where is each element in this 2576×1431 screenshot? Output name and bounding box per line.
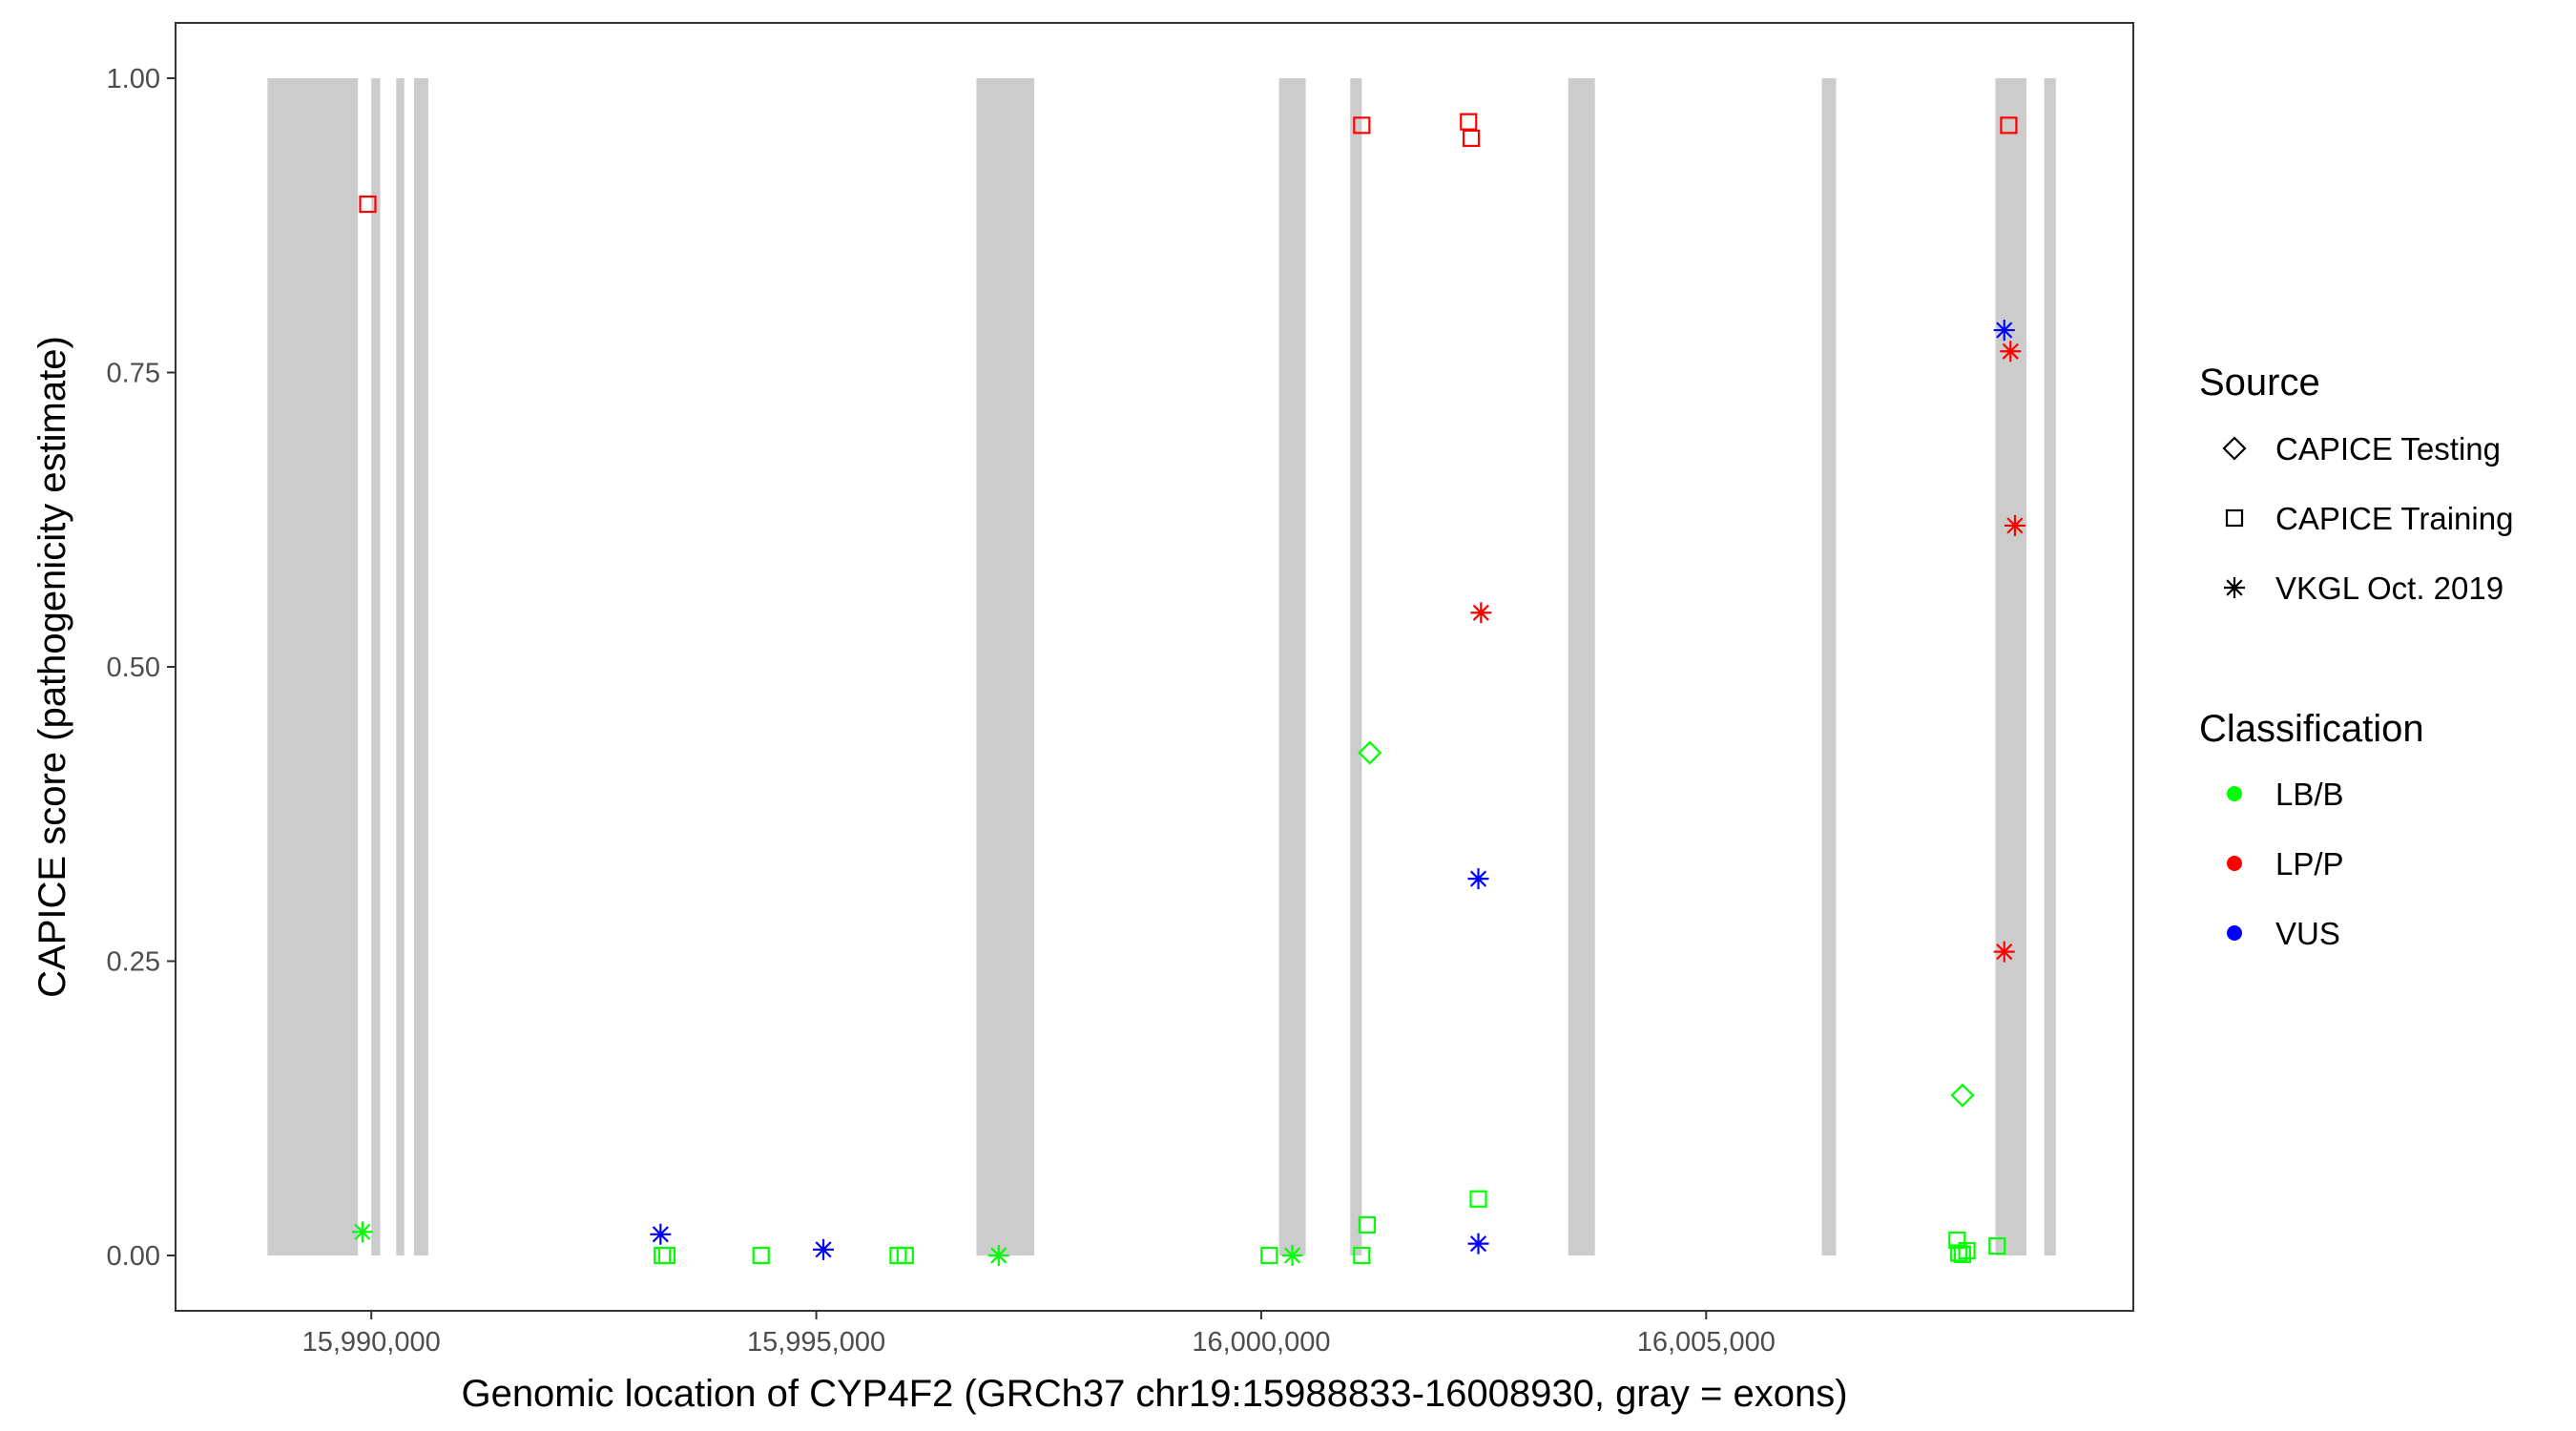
- data-point: [987, 1245, 1009, 1266]
- data-point: [752, 1246, 770, 1265]
- y-tick-label: 1.00: [107, 64, 160, 94]
- legend-group: Source CAPICE Testing CAPICE Training VKGL …: [2199, 362, 2513, 606]
- data-point: [351, 1221, 373, 1243]
- data-point: [1469, 1190, 1487, 1208]
- data-point: [2000, 341, 2022, 363]
- x-tick-label: 16,005,000: [1637, 1327, 1776, 1358]
- y-tick-label: 0.75: [107, 358, 160, 388]
- legend-label: VKGL Oct. 2019: [2275, 570, 2503, 606]
- exon-band: [1568, 77, 1595, 1256]
- legend-title: Source: [2199, 362, 2320, 404]
- data-point: [1260, 1246, 1278, 1265]
- data-point: [1462, 129, 1481, 148]
- x-tick-label: 15,995,000: [747, 1327, 885, 1358]
- data-point: [2004, 514, 2025, 536]
- data-point: [813, 1238, 835, 1260]
- data-point: [896, 1246, 914, 1265]
- legend-item: CAPICE Testing: [2222, 431, 2501, 467]
- data-point: [1467, 868, 1489, 890]
- legend-label: VUS: [2275, 916, 2340, 951]
- exon-band: [976, 77, 1035, 1256]
- x-tick-label: 15,990,000: [302, 1327, 441, 1358]
- x-axis-title: Genomic location of CYP4F2 (GRCh37 chr19…: [461, 1373, 1847, 1415]
- legend-group: Classification LB/B LP/P VUS: [2199, 708, 2424, 951]
- legend-label: CAPICE Testing: [2275, 431, 2501, 467]
- exon-band: [413, 77, 428, 1256]
- y-tick-label: 0.50: [107, 653, 160, 683]
- legend-item: LP/P: [2227, 846, 2344, 881]
- legend-label: CAPICE Training: [2275, 501, 2513, 536]
- legend-key: [2227, 786, 2242, 801]
- data-point: [2000, 116, 2018, 135]
- exon-band: [1350, 77, 1362, 1256]
- data-point: [1467, 1233, 1489, 1255]
- legend-key: [2225, 508, 2244, 528]
- data-point: [650, 1223, 672, 1245]
- y-tick-label: 0.00: [107, 1241, 160, 1272]
- exon-band: [1821, 77, 1837, 1256]
- data-point: [1281, 1245, 1303, 1266]
- data-point: [1993, 941, 2015, 963]
- legend-item: VKGL Oct. 2019: [2224, 570, 2503, 606]
- data-point: [1948, 1231, 1966, 1250]
- data-point: [359, 195, 377, 214]
- exon-band: [267, 77, 359, 1256]
- legend-key: [2227, 925, 2242, 941]
- data-point: [1958, 1241, 1976, 1260]
- legend-label: LP/P: [2275, 846, 2344, 881]
- data-point: [1358, 1215, 1377, 1234]
- axis-layer: 0.00 0.25 0.50 0.75 1.00 15,990,000 15,995,000…: [107, 64, 1776, 1358]
- legend-key: [2227, 856, 2242, 871]
- exon-band: [396, 77, 405, 1256]
- legend-item: LB/B: [2227, 777, 2344, 812]
- legend: Source CAPICE Testing CAPICE Training VKGL …: [2199, 362, 2513, 951]
- data-point: [1353, 1246, 1371, 1265]
- data-point: [1950, 1083, 1975, 1108]
- data-point-layer: [351, 113, 2025, 1266]
- exon-band: [1278, 77, 1306, 1256]
- exon-band-layer: [267, 77, 2056, 1256]
- y-axis-title: CAPICE score (pathogenicity estimate): [31, 336, 73, 998]
- data-point: [1470, 602, 1492, 624]
- data-point: [657, 1246, 675, 1265]
- data-point: [1460, 113, 1478, 131]
- legend-title: Classification: [2199, 708, 2424, 750]
- plot-panel-border: [175, 22, 2134, 1312]
- legend-item: VUS: [2227, 916, 2340, 951]
- legend-key: [2224, 577, 2245, 598]
- data-point: [1358, 740, 1382, 765]
- data-point: [1988, 1237, 2006, 1255]
- x-tick-label: 16,000,000: [1192, 1327, 1330, 1358]
- data-point: [654, 1246, 672, 1265]
- exon-band: [2044, 77, 2056, 1256]
- exon-band: [1995, 77, 2027, 1256]
- legend-key: [2222, 436, 2247, 461]
- data-point: [1993, 320, 2015, 342]
- legend-item: CAPICE Training: [2225, 501, 2513, 536]
- exon-band: [371, 77, 381, 1256]
- data-point: [1353, 116, 1371, 135]
- y-tick-label: 0.25: [107, 947, 160, 978]
- legend-label: LB/B: [2275, 777, 2344, 812]
- data-point: [1953, 1245, 1972, 1263]
